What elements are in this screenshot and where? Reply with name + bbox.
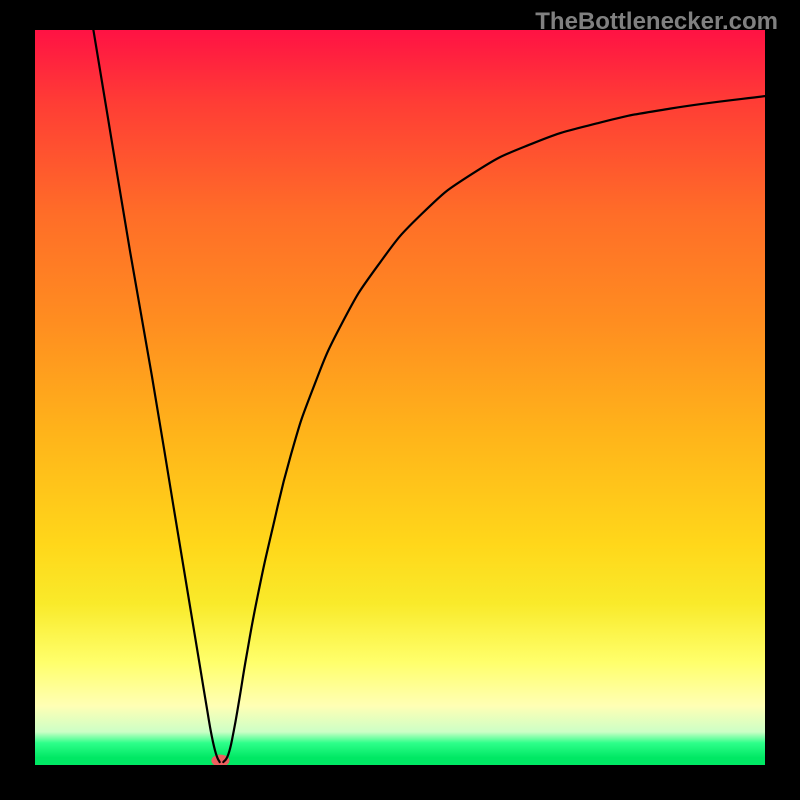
chart-container: { "watermark": { "text": "TheBottlenecke…: [0, 0, 800, 800]
bottleneck-chart: [0, 0, 800, 800]
plot-area: [35, 30, 765, 765]
watermark-text: TheBottlenecker.com: [535, 10, 778, 34]
